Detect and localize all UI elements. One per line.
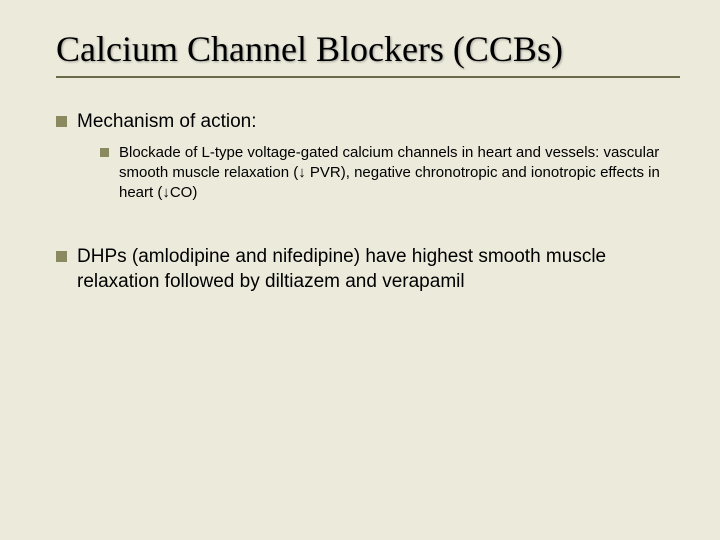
slide: Calcium Channel Blockers (CCBs) Mechanis…	[0, 0, 720, 540]
slide-title: Calcium Channel Blockers (CCBs)	[56, 28, 680, 70]
spacer	[56, 231, 680, 245]
square-bullet-icon	[56, 116, 67, 127]
square-bullet-icon	[56, 251, 67, 262]
bullet-level1: DHPs (amlodipine and nifedipine) have hi…	[56, 245, 680, 294]
square-bullet-icon	[100, 148, 109, 157]
bullet-text: Blockade of L-type voltage-gated calcium…	[119, 143, 670, 204]
bullet-level1: Mechanism of action:	[56, 110, 680, 135]
bullet-text: DHPs (amlodipine and nifedipine) have hi…	[77, 245, 680, 294]
title-underline	[56, 76, 680, 78]
bullet-level2: Blockade of L-type voltage-gated calcium…	[100, 143, 680, 204]
bullet-text: Mechanism of action:	[77, 110, 257, 135]
